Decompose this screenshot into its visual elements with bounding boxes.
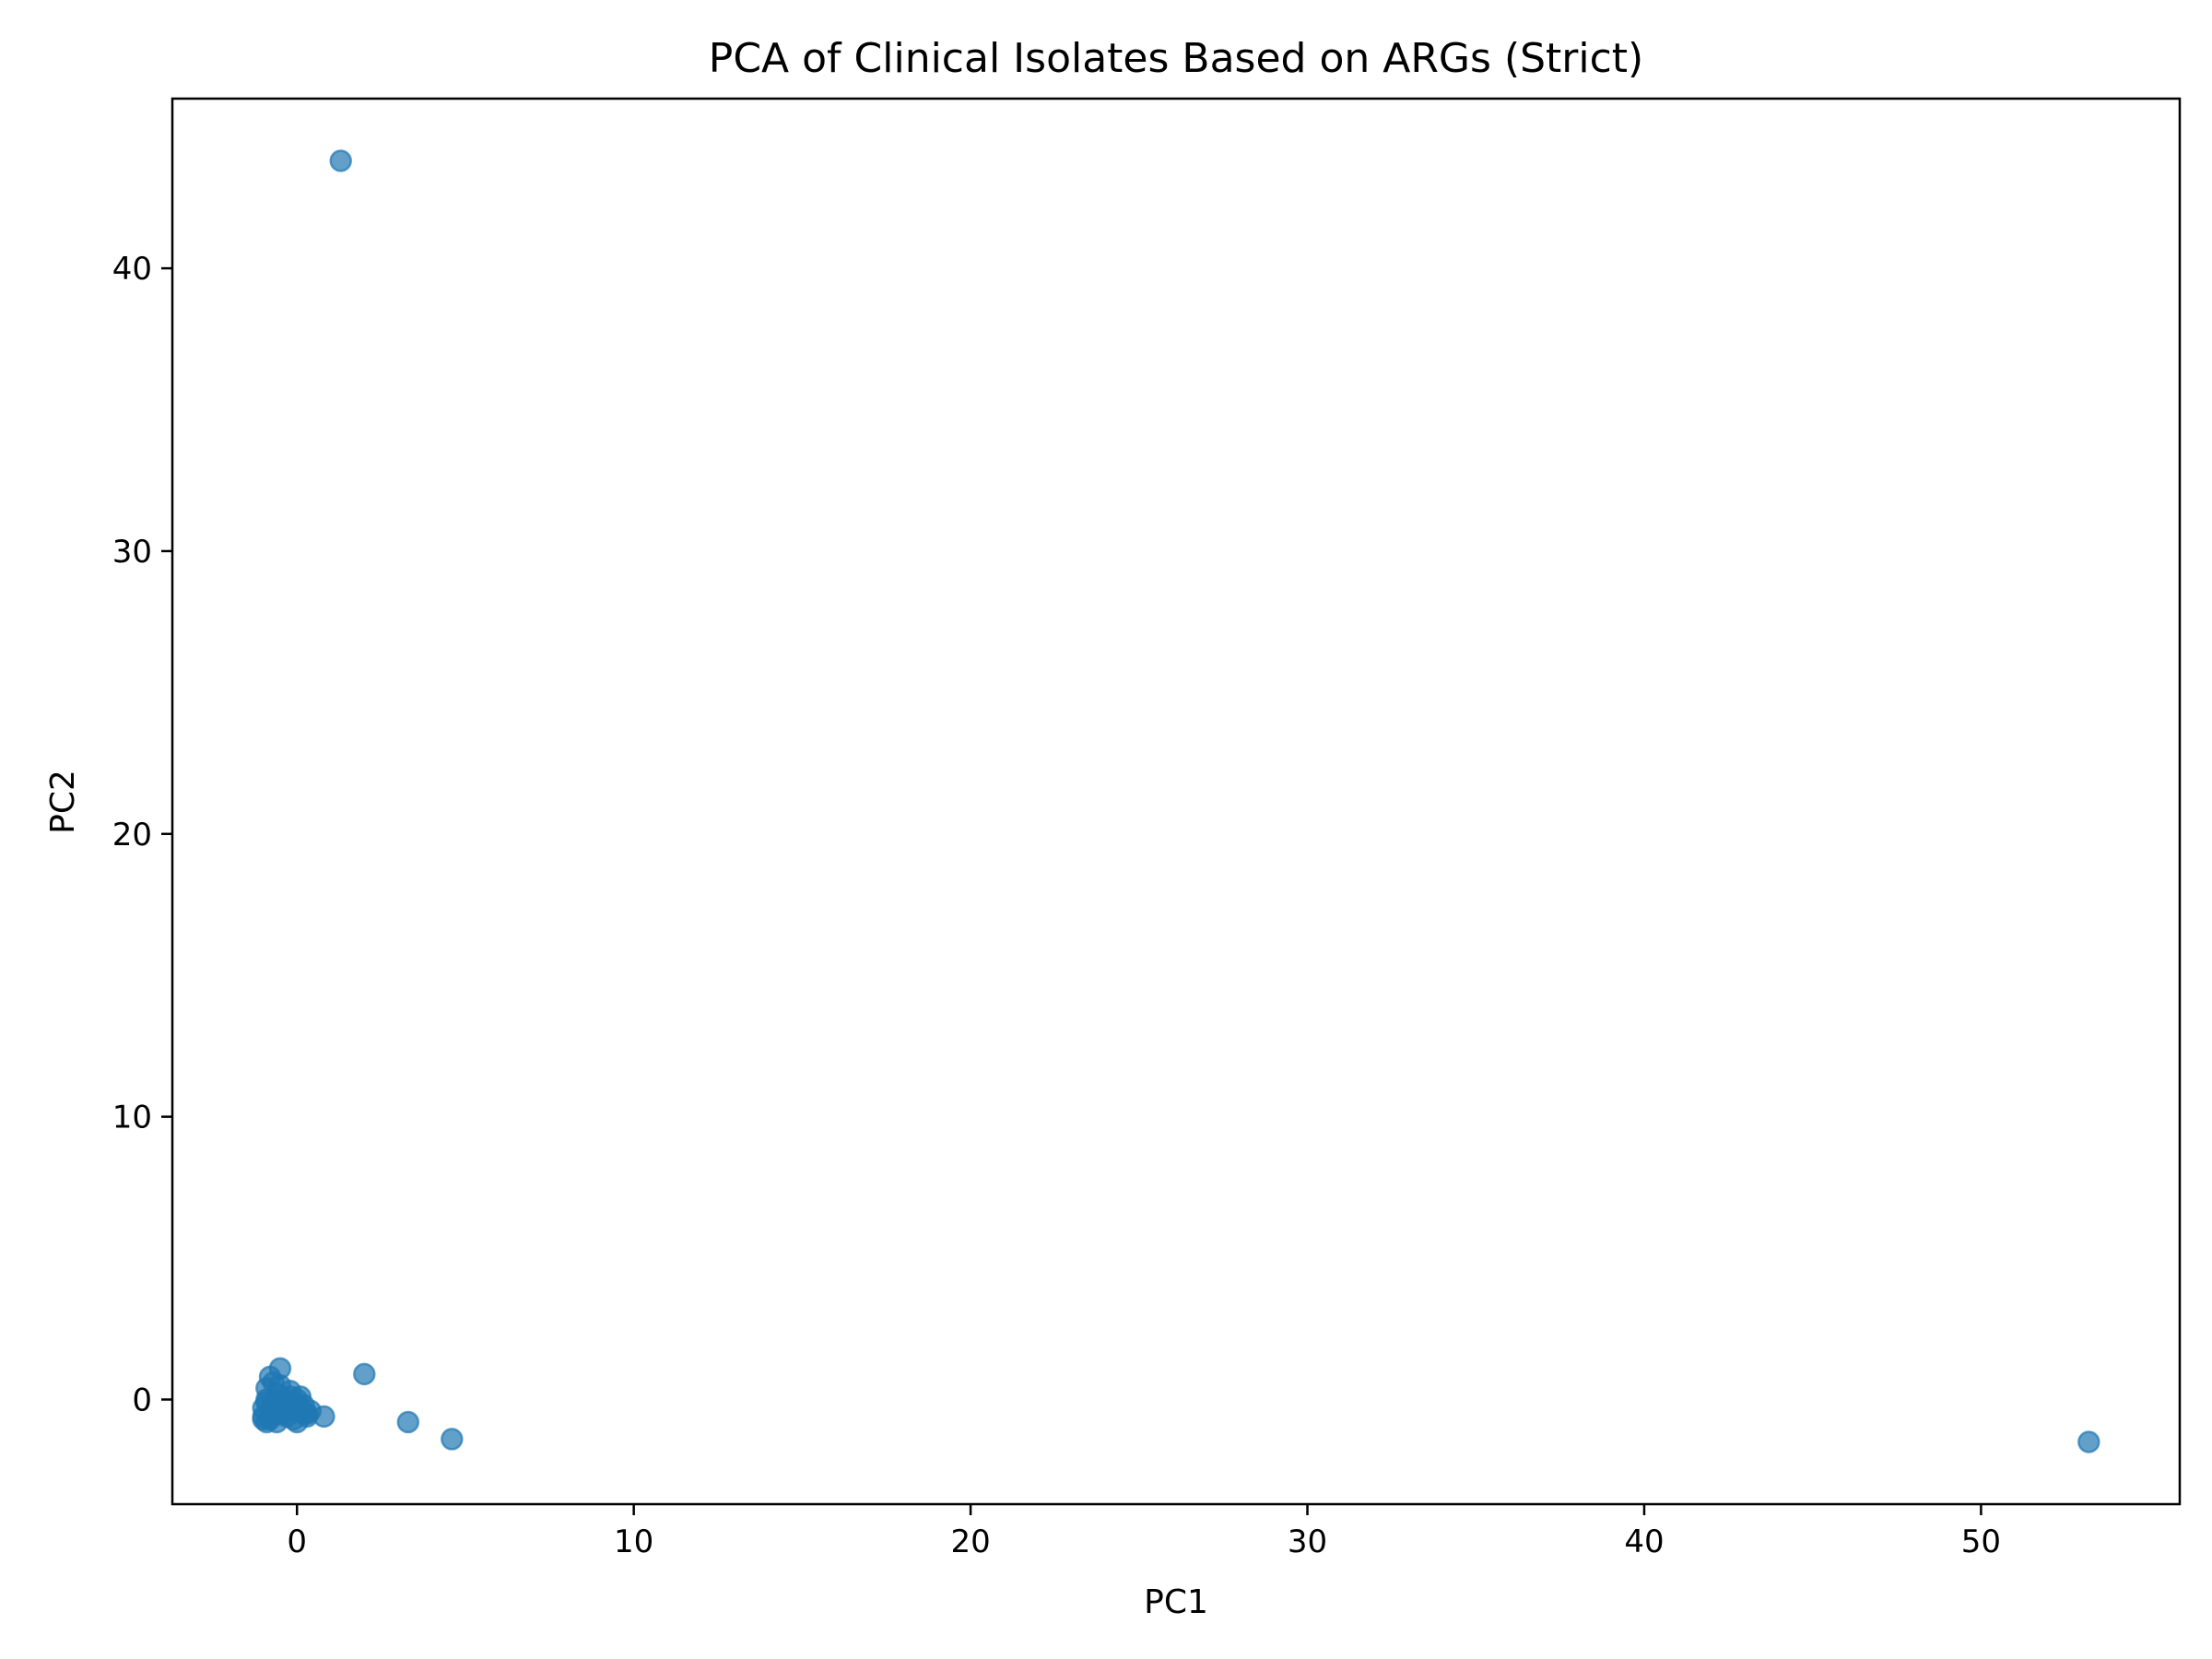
data-point <box>255 1391 278 1414</box>
plot-frame <box>171 97 2182 1506</box>
y-tick-label: 20 <box>112 817 152 853</box>
y-tick-label: 30 <box>112 534 152 571</box>
x-axis-label: PC1 <box>1144 1583 1208 1621</box>
y-tick-label: 0 <box>132 1382 152 1418</box>
x-tick-label: 50 <box>1961 1524 2001 1560</box>
data-point <box>295 1402 319 1426</box>
x-tick-label: 10 <box>614 1524 653 1560</box>
data-point <box>268 1373 292 1397</box>
x-axis-ticks: 0 10 20 30 40 50 <box>287 1504 2001 1560</box>
data-point <box>441 1428 464 1451</box>
y-axis-ticks: 0 10 20 30 40 <box>112 251 172 1418</box>
chart-title: PCA of Clinical Isolates Based on ARGs (… <box>709 35 1643 82</box>
data-points <box>252 149 2100 1453</box>
y-tick-label: 10 <box>112 1100 152 1136</box>
data-point <box>329 149 352 172</box>
x-tick-label: 20 <box>950 1524 990 1560</box>
x-tick-label: 30 <box>1288 1524 1327 1560</box>
data-point <box>396 1410 420 1434</box>
data-point <box>2077 1430 2100 1453</box>
data-point <box>353 1362 376 1386</box>
x-tick-label: 40 <box>1624 1524 1664 1560</box>
x-tick-label: 0 <box>287 1524 307 1560</box>
y-axis-label: PC2 <box>44 770 82 834</box>
y-tick-label: 40 <box>112 251 152 288</box>
